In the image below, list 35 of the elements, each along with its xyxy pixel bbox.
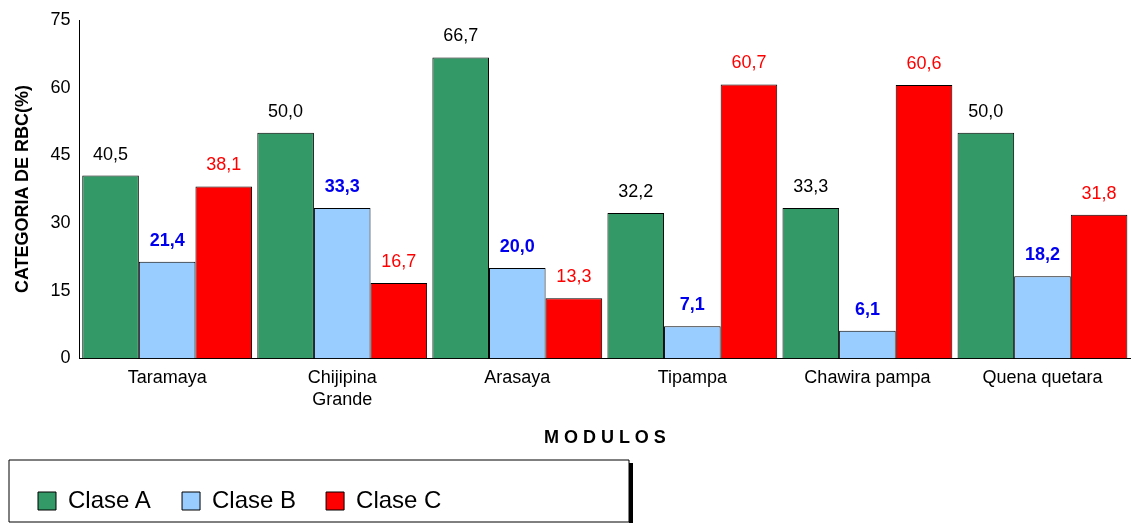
y-tick-label: 75	[50, 8, 71, 29]
y-tick-label: 30	[50, 211, 71, 232]
data-label: 60,6	[906, 52, 942, 73]
data-label: 33,3	[324, 176, 360, 197]
data-label: 33,3	[793, 176, 829, 197]
data-label: 66,7	[443, 25, 479, 46]
x-tick-label: Taramaya	[127, 366, 208, 387]
x-axis-title: M O D U L O S	[543, 427, 666, 448]
data-label: 18,2	[1024, 244, 1060, 265]
data-label: 20,0	[499, 235, 535, 256]
data-label: 21,4	[149, 229, 185, 250]
y-tick-label: 15	[50, 279, 71, 300]
x-tick-label: Quena quetara	[982, 366, 1104, 387]
data-label: 50,0	[268, 100, 304, 121]
y-axis-title: CATEGORIA DE RBC(%)	[11, 85, 32, 294]
data-label: 13,3	[556, 266, 592, 287]
data-label: 16,7	[381, 250, 417, 271]
data-label: 38,1	[206, 154, 242, 175]
data-label: 60,7	[731, 52, 767, 73]
data-label: 32,2	[618, 180, 654, 201]
x-tick-label: Tipampa	[657, 366, 729, 387]
data-label: 6,1	[854, 298, 880, 319]
data-label: 7,1	[679, 294, 705, 315]
legend-label: Clase A	[68, 485, 151, 513]
x-tick-label: Chawira pampa	[804, 366, 932, 387]
y-tick-label: 60	[50, 76, 71, 97]
x-tick-label: Arasaya	[484, 366, 552, 387]
data-label: 31,8	[1081, 182, 1117, 203]
x-tick-label: Chijipina Grande	[307, 366, 378, 409]
data-label: 40,5	[93, 143, 129, 164]
legend-label: Clase C	[356, 485, 442, 513]
data-label: 50,0	[968, 100, 1004, 121]
y-tick-label: 0	[60, 347, 71, 368]
legend-label: Clase B	[212, 485, 297, 513]
y-tick-label: 45	[50, 144, 71, 165]
